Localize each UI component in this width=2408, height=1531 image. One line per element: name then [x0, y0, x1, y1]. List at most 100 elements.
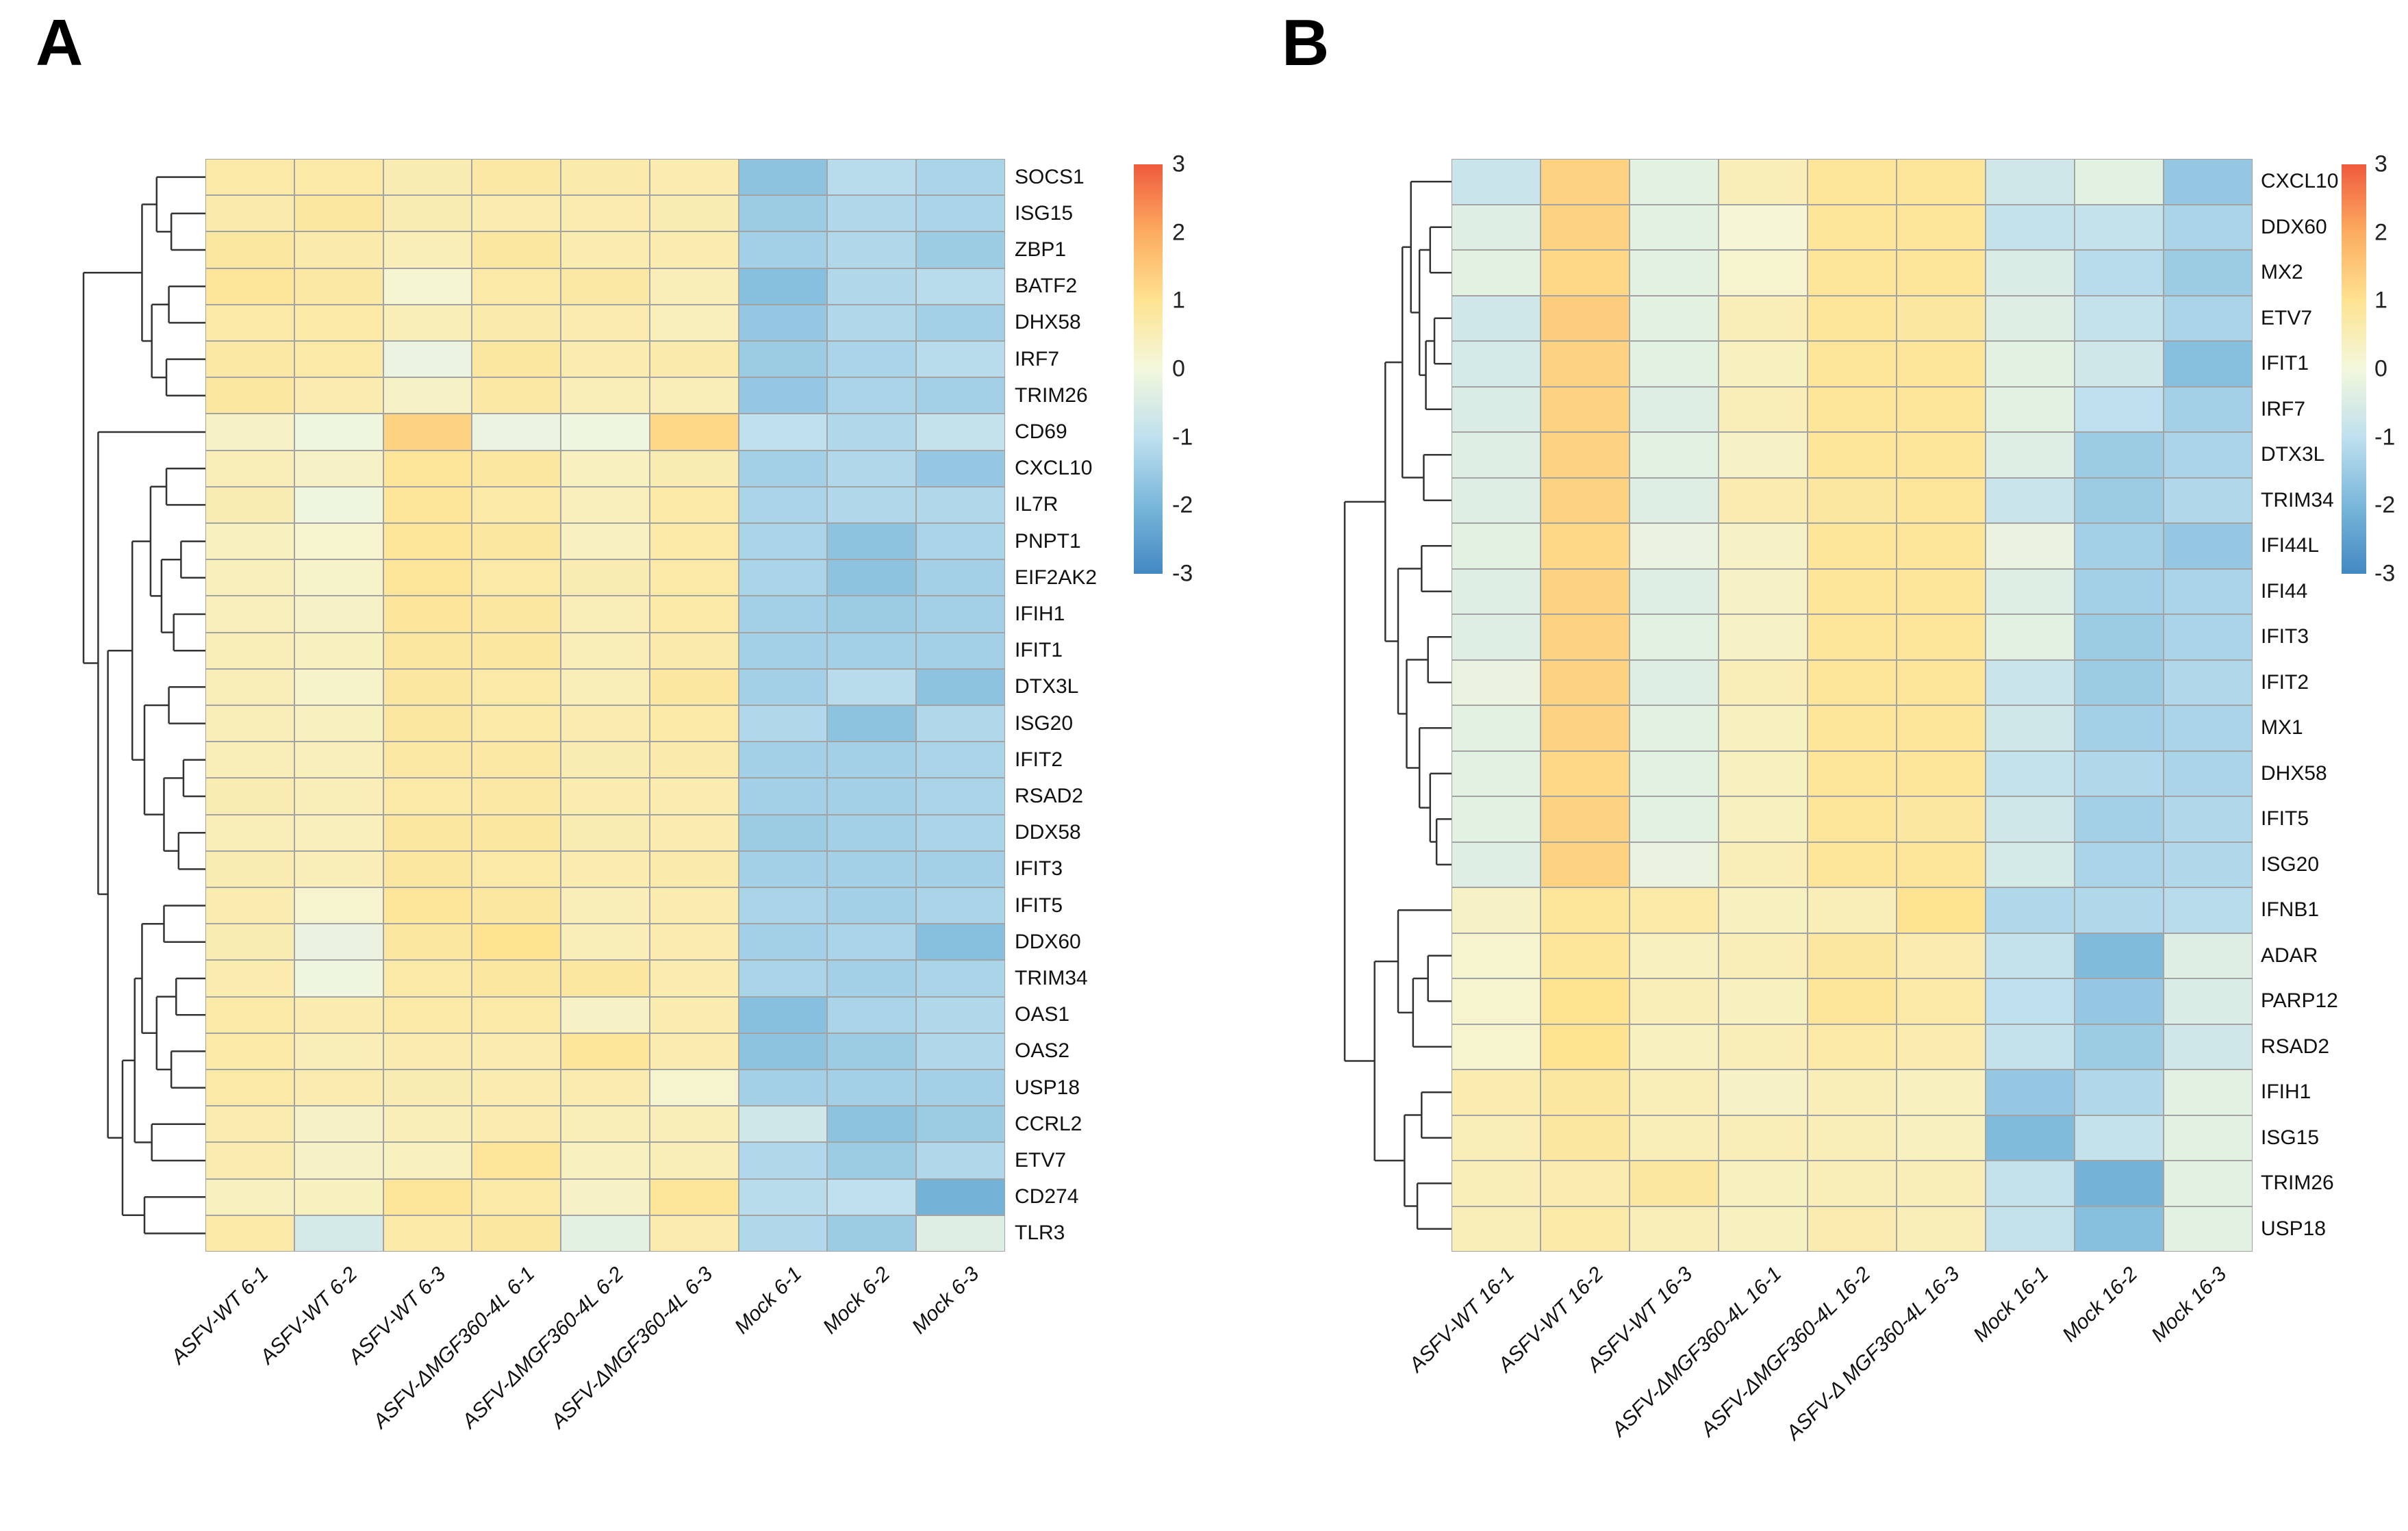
heatmap-cell-IFNB1-c2 — [1541, 887, 1630, 933]
heatmap-cell-OAS1-c6 — [649, 996, 739, 1033]
heatmap-cell-TRIM26-c3 — [383, 377, 472, 414]
heatmap-cell-DTX3L-c4 — [1719, 432, 1808, 478]
heatmap-cell-TRIM26-c2 — [1541, 1161, 1630, 1206]
heatmap-cell-USP18-c3 — [383, 1070, 472, 1106]
gene-label-IFIT5: IFIT5 — [2261, 807, 2309, 831]
heatmap-cell-IFIT2-c6 — [1897, 659, 1986, 705]
heatmap-cell-TLR3-c6 — [649, 1215, 739, 1252]
heatmap-cell-DTX3L-c2 — [1541, 432, 1630, 478]
heatmap-cell-IFIT1-c9 — [916, 632, 1005, 669]
heatmap-cell-DHX58-c6 — [649, 304, 739, 341]
heatmap-cell-TRIM34-c6 — [649, 960, 739, 997]
colorbar-tick--3: -3 — [1172, 560, 1193, 587]
heatmap-cell-ETV7-c7 — [738, 1142, 828, 1179]
heatmap-cell-TRIM26-c7 — [1986, 1161, 2075, 1206]
heatmap-cell-EIF2AK2-c2 — [294, 559, 383, 596]
heatmap-cell-DDX60-c7 — [738, 924, 828, 961]
colorbar-tick-1: 1 — [1172, 287, 1185, 314]
heatmap-cell-DDX60-c2 — [1541, 204, 1630, 250]
heatmap-cell-BATF2-c3 — [383, 268, 472, 305]
heatmap-cell-IRF7-c9 — [916, 341, 1005, 378]
heatmap-cell-IL7R-c4 — [472, 486, 561, 523]
heatmap-cell-CCRL2-c6 — [649, 1106, 739, 1143]
heatmap-cell-IL7R-c3 — [383, 486, 472, 523]
heatmap-cell-DHX58-c3 — [1630, 750, 1719, 796]
heatmap-cell-SOCS1-c9 — [916, 159, 1005, 196]
heatmap-cell-IFIT5-c5 — [1808, 796, 1897, 842]
heatmap-cell-TRIM34-c1 — [1452, 477, 1541, 523]
heatmap-cell-USP18-c2 — [1541, 1206, 1630, 1252]
heatmap-cell-IFNB1-c5 — [1808, 887, 1897, 933]
heatmap-cell-ZBP1-c9 — [916, 231, 1005, 268]
heatmap-cell-PNPT1-c6 — [649, 523, 739, 560]
heatmap-cell-USP18-c5 — [1808, 1206, 1897, 1252]
heatmap-cell-IFIT5-c6 — [649, 887, 739, 924]
heatmap-cell-CXCL10-c8 — [827, 450, 917, 487]
heatmap-cell-RSAD2-c6 — [1897, 1024, 1986, 1070]
heatmap-cell-DDX58-c4 — [472, 814, 561, 851]
gene-label-DTX3L: DTX3L — [1015, 675, 1079, 698]
heatmap-cell-IFIT2-c5 — [561, 742, 650, 779]
heatmap-cell-CD69-c3 — [383, 414, 472, 451]
heatmap-cell-TRIM26-c4 — [472, 377, 561, 414]
heatmap-cell-CXCL10-c9 — [916, 450, 1005, 487]
heatmap-cell-DHX58-c6 — [1897, 750, 1986, 796]
heatmap-cell-MX2-c2 — [1541, 250, 1630, 296]
heatmap-cell-EIF2AK2-c7 — [738, 559, 828, 596]
colorbar-tick-2: 2 — [2374, 219, 2387, 246]
heatmap-cell-ISG15-c6 — [1897, 1115, 1986, 1161]
heatmap-cell-ETV7-c2 — [294, 1142, 383, 1179]
heatmap-cell-DTX3L-c9 — [2164, 432, 2253, 478]
heatmap-cell-ISG20-c9 — [916, 705, 1005, 742]
heatmap-cell-DDX58-c9 — [916, 814, 1005, 851]
heatmap-cell-MX2-c8 — [2075, 250, 2164, 296]
heatmap-cell-ISG15-c1 — [205, 195, 294, 232]
heatmap-cell-DHX58-c1 — [1452, 750, 1541, 796]
heatmap-cell-IFI44L-c9 — [2164, 523, 2253, 569]
heatmap-cell-TRIM26-c5 — [1808, 1161, 1897, 1206]
heatmap-cell-MX2-c4 — [1719, 250, 1808, 296]
heatmap-cell-IFIT2-c5 — [1808, 659, 1897, 705]
heatmap-cell-DHX58-c8 — [827, 304, 917, 341]
heatmap-cell-CD274-c4 — [472, 1178, 561, 1215]
heatmap-cell-IFIT1-c4 — [1719, 341, 1808, 387]
heatmap-cell-TRIM34-c9 — [916, 960, 1005, 997]
heatmap-cell-ETV7-c7 — [1986, 295, 2075, 341]
heatmap-cell-DDX58-c3 — [383, 814, 472, 851]
heatmap-cell-IFIT5-c9 — [2164, 796, 2253, 842]
heatmap-cell-IRF7-c1 — [1452, 386, 1541, 432]
heatmap-cell-IRF7-c4 — [1719, 386, 1808, 432]
heatmap-cell-ETV7-c5 — [1808, 295, 1897, 341]
colorbar-tick-2: 2 — [1172, 219, 1185, 246]
heatmap-cell-MX1-c5 — [1808, 705, 1897, 751]
heatmap-cell-TRIM34-c1 — [205, 960, 294, 997]
heatmap-cell-DDX58-c2 — [294, 814, 383, 851]
heatmap-cell-ADAR-c3 — [1630, 933, 1719, 978]
heatmap-cell-DHX58-c4 — [472, 304, 561, 341]
heatmap-cell-DTX3L-c6 — [649, 668, 739, 705]
heatmap-cell-TRIM26-c8 — [827, 377, 917, 414]
heatmap-cell-IFIT2-c4 — [1719, 659, 1808, 705]
heatmap-cell-IFIT3-c5 — [1808, 614, 1897, 660]
heatmap-cell-TRIM34-c2 — [1541, 477, 1630, 523]
heatmap-cell-MX1-c2 — [1541, 705, 1630, 751]
heatmap-cell-IFIT5-c8 — [2075, 796, 2164, 842]
gene-label-IFIT3: IFIT3 — [1015, 857, 1063, 881]
heatmap-cell-USP18-c2 — [294, 1070, 383, 1106]
heatmap-cell-ISG15-c9 — [916, 195, 1005, 232]
heatmap-cell-IFIT1-c1 — [205, 632, 294, 669]
heatmap-cell-PNPT1-c9 — [916, 523, 1005, 560]
heatmap-cell-ISG15-c9 — [2164, 1115, 2253, 1161]
heatmap-cell-TRIM26-c1 — [1452, 1161, 1541, 1206]
heatmap-cell-SOCS1-c5 — [561, 159, 650, 196]
heatmap-cell-PARP12-c5 — [1808, 978, 1897, 1024]
heatmap-cell-TLR3-c4 — [472, 1215, 561, 1252]
heatmap-cell-IFIT5-c5 — [561, 887, 650, 924]
heatmap-cell-CXCL10-c4 — [1719, 159, 1808, 205]
heatmap-cell-IFIH1-c4 — [472, 596, 561, 633]
heatmap-cell-IRF7-c8 — [827, 341, 917, 378]
heatmap-cell-TLR3-c2 — [294, 1215, 383, 1252]
heatmap-cell-USP18-c7 — [1986, 1206, 2075, 1252]
heatmap-cell-DTX3L-c5 — [1808, 432, 1897, 478]
heatmap-cell-IFNB1-c8 — [2075, 887, 2164, 933]
